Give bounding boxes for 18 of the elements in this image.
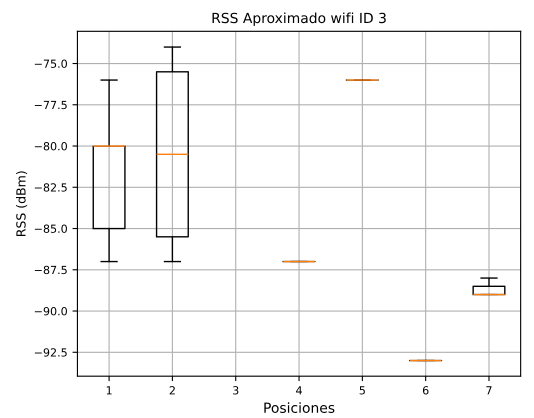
x-tick-label: 7 (486, 386, 492, 394)
x-tick-label: 4 (296, 386, 302, 394)
y-tick-label: −90.0 (34, 307, 67, 316)
y-tick-label: −82.5 (34, 183, 67, 192)
y-tick-label: −80.0 (34, 142, 67, 150)
x-tick-label: 6 (422, 386, 429, 395)
x-axis-title: Posiciones (264, 402, 334, 413)
y-tick-label: −92.5 (34, 348, 67, 357)
y-tick-label: −87.5 (34, 266, 67, 274)
x-tick-label: 1 (106, 386, 112, 394)
x-tick-label: 5 (360, 386, 365, 395)
chart-title: RSS Aproximado wifi ID 3 (212, 12, 386, 26)
y-tick-label: −77.5 (34, 100, 67, 110)
y-tick-label: −85.0 (34, 224, 67, 233)
x-tick-label: 3 (233, 386, 238, 395)
x-tick-label: 2 (170, 386, 175, 394)
y-axis-title: RSS (dBm) (16, 171, 28, 236)
y-tick-label: −75.0 (34, 60, 67, 68)
